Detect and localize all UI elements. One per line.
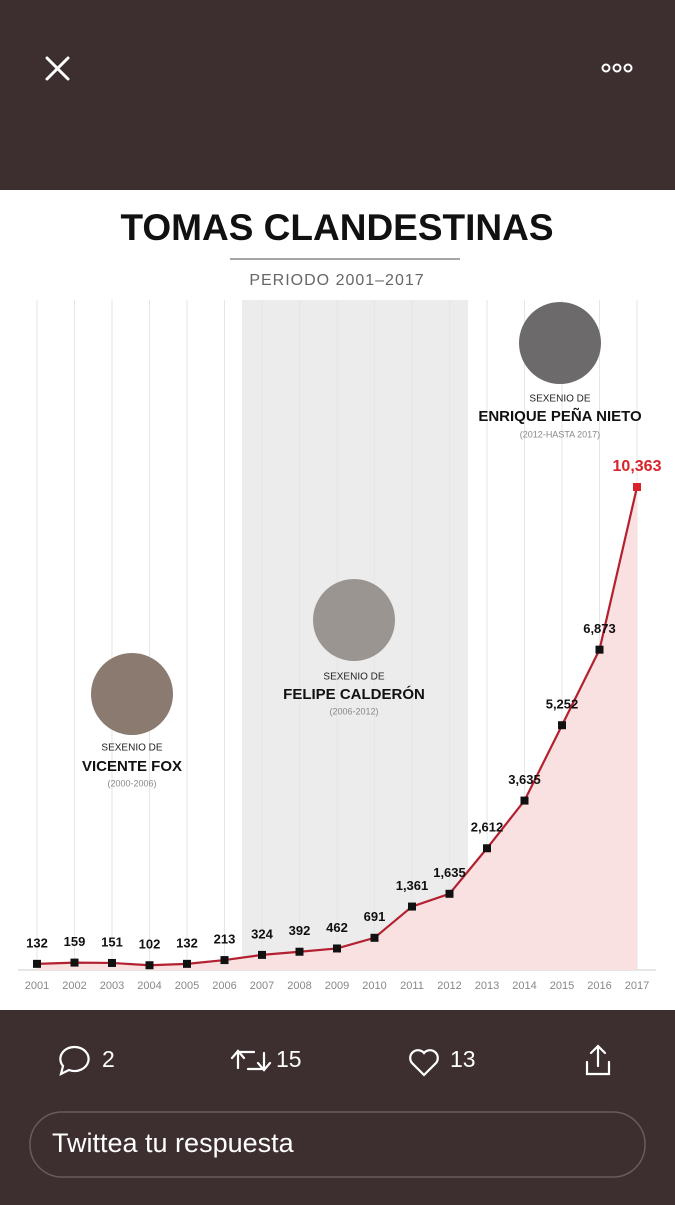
annotation-name: VICENTE FOX (82, 758, 182, 775)
data-label: 3,635 (508, 772, 541, 787)
photo-calderon (313, 579, 395, 661)
x-tick-label: 2002 (62, 980, 86, 992)
like-count: 13 (450, 1046, 476, 1072)
data-label: 691 (364, 909, 386, 924)
x-tick-label: 2006 (212, 980, 236, 992)
data-label: 6,873 (583, 621, 616, 636)
point (445, 889, 454, 898)
retweet-button[interactable] (230, 1049, 272, 1072)
point (558, 721, 566, 730)
x-tick-label: 2011 (400, 980, 424, 992)
point (633, 483, 641, 491)
point (483, 844, 491, 853)
data-label: 324 (251, 926, 273, 941)
annotation-years: (2012-HASTA 2017) (520, 429, 600, 439)
annotation-name: FELIPE CALDERÓN (283, 685, 425, 703)
reply-button[interactable] (59, 1045, 90, 1077)
annotation-label: SEXENIO DE (323, 672, 384, 683)
chart-subtitle: PERIODO 2001–2017 (249, 272, 424, 289)
data-label: 5,252 (546, 697, 579, 712)
x-tick-label: 2007 (250, 980, 274, 992)
x-tick-label: 2012 (437, 980, 461, 992)
data-label: 132 (26, 935, 48, 950)
chart-title: TOMAS CLANDESTINAS (120, 207, 553, 248)
like-button[interactable] (409, 1049, 439, 1077)
data-label: 392 (289, 923, 311, 938)
x-tick-label: 2005 (175, 980, 199, 992)
data-label: 1,361 (396, 878, 429, 893)
point (33, 959, 41, 968)
more-button[interactable] (601, 63, 633, 73)
point (295, 947, 304, 956)
point (108, 958, 116, 967)
data-label: 2,612 (471, 820, 504, 835)
data-label: 102 (139, 937, 161, 952)
annotation-years: (2000-2006) (107, 778, 156, 788)
x-tick-label: 2014 (512, 980, 536, 992)
x-tick-label: 2017 (625, 980, 649, 992)
x-tick-label: 2015 (550, 980, 574, 992)
annotation-years: (2006-2012) (329, 706, 378, 716)
point (70, 958, 79, 967)
data-label: 10,363 (613, 458, 662, 475)
x-tick-label: 2003 (100, 980, 124, 992)
point (595, 645, 604, 654)
point (370, 933, 379, 942)
point (333, 944, 341, 953)
x-tick-label: 2009 (325, 980, 349, 992)
share-button[interactable] (585, 1044, 611, 1076)
x-tick-label: 2010 (362, 980, 386, 992)
point (220, 956, 229, 965)
x-tick-label: 2016 (587, 980, 611, 992)
point (145, 961, 154, 970)
annotation-label: SEXENIO DE (101, 743, 162, 754)
data-label: 151 (101, 934, 123, 949)
reply-box[interactable] (29, 1111, 646, 1178)
photo-pena-nieto (519, 302, 601, 384)
point (183, 959, 191, 968)
x-tick-label: 2013 (475, 980, 499, 992)
point (520, 796, 529, 805)
close-button[interactable] (45, 56, 70, 81)
retweet-count: 15 (276, 1046, 302, 1072)
annotation-label: SEXENIO DE (529, 394, 590, 405)
x-tick-label: 2001 (25, 980, 49, 992)
point (258, 950, 266, 959)
data-label: 1,635 (433, 865, 466, 880)
data-label: 213 (214, 932, 236, 947)
data-label: 132 (176, 935, 198, 950)
x-tick-label: 2004 (137, 980, 161, 992)
data-label: 462 (326, 920, 348, 935)
chart: TOMAS CLANDESTINAS PERIODO 2001–2017 200… (18, 207, 662, 992)
point (408, 902, 416, 911)
reply-count: 2 (102, 1046, 115, 1072)
data-label: 159 (64, 934, 86, 949)
reply-placeholder: Twittea tu respuesta (52, 1128, 295, 1158)
annotation-name: ENRIQUE PEÑA NIETO (478, 407, 642, 425)
photo-fox (91, 653, 173, 735)
x-tick-label: 2008 (287, 980, 311, 992)
